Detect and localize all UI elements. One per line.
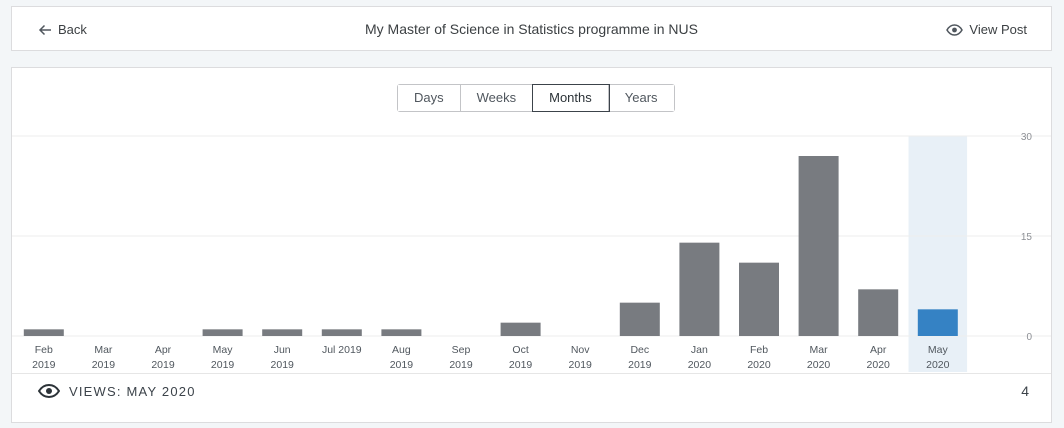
x-tick-label: Sep xyxy=(452,344,471,356)
bar xyxy=(739,262,779,336)
bar xyxy=(321,329,362,336)
stats-footer: VIEWS: MAY 2020 4 xyxy=(12,373,1051,408)
x-tick-label: May xyxy=(213,344,234,356)
x-tick-label: Jun xyxy=(274,344,291,356)
period-tabs: Days Weeks Months Years xyxy=(397,84,675,112)
tab-years[interactable]: Years xyxy=(608,85,674,111)
back-button[interactable]: Back xyxy=(38,7,87,52)
x-tick-label: 2019 xyxy=(509,359,533,371)
views-bar-chart: 0 15 30 Feb 2019 Mar 2019 Apr 2019 May 2019 Jun 2019… xyxy=(12,132,1051,372)
x-tick-label: Feb xyxy=(750,344,768,356)
x-tick-label: Oct xyxy=(512,344,528,356)
bar xyxy=(679,242,720,336)
x-tick-label: 2020 xyxy=(747,359,771,371)
x-tick-label: 2019 xyxy=(32,359,56,371)
x-tick-label: 2019 xyxy=(628,359,652,371)
x-tick-label: Jan xyxy=(691,344,708,356)
x-tick-label: 2019 xyxy=(211,359,235,371)
x-tick-label: 2020 xyxy=(807,359,831,371)
x-tick-label: 2019 xyxy=(151,359,175,371)
x-tick-label: 2020 xyxy=(688,359,712,371)
bar xyxy=(858,289,899,336)
bar xyxy=(23,329,64,336)
bar xyxy=(500,322,541,336)
tab-days[interactable]: Days xyxy=(398,85,461,111)
x-tick-label: Apr xyxy=(155,344,172,356)
eye-icon xyxy=(38,384,60,398)
x-tick-label: 2019 xyxy=(390,359,414,371)
x-tick-label: 2020 xyxy=(926,359,950,371)
x-tick-label: Mar xyxy=(94,344,113,356)
page-title: My Master of Science in Statistics progr… xyxy=(365,21,698,37)
x-tick-label: Mar xyxy=(810,344,829,356)
selected-column-highlight xyxy=(908,136,968,372)
y-tick-label: 15 xyxy=(1021,232,1033,243)
x-tick-label: 2020 xyxy=(867,359,891,371)
x-tick-label: Feb xyxy=(35,344,53,356)
x-tick-label: 2019 xyxy=(449,359,473,371)
view-post-button[interactable]: View Post xyxy=(946,7,1027,52)
x-tick-label: Dec xyxy=(630,344,649,356)
views-summary-label: VIEWS: MAY 2020 xyxy=(69,383,196,399)
x-tick-label: Apr xyxy=(870,344,887,356)
bar xyxy=(381,329,422,336)
bar xyxy=(798,156,839,336)
bar xyxy=(619,302,660,336)
view-post-label: View Post xyxy=(969,22,1027,37)
x-tick-label: 2019 xyxy=(569,359,593,371)
bar xyxy=(202,329,243,336)
y-tick-label: 30 xyxy=(1021,132,1033,143)
stats-card: 0 15 30 Feb 2019 Mar 2019 Apr 2019 May 2019 Jun 2019… xyxy=(11,67,1052,423)
views-summary: VIEWS: MAY 2020 xyxy=(38,374,196,408)
arrow-left-icon xyxy=(38,24,51,35)
y-tick-label: 0 xyxy=(1026,332,1032,343)
x-tick-label: May xyxy=(928,344,949,356)
x-tick-label: 2019 xyxy=(92,359,116,371)
bar xyxy=(917,309,958,336)
tab-weeks[interactable]: Weeks xyxy=(460,85,534,111)
eye-icon xyxy=(946,23,964,36)
x-tick-label: Nov xyxy=(571,344,590,356)
post-stats-header: Back My Master of Science in Statistics … xyxy=(11,6,1052,51)
x-tick-label: Jul 2019 xyxy=(322,344,362,356)
views-summary-value: 4 xyxy=(1021,383,1029,399)
x-tick-label: 2019 xyxy=(271,359,295,371)
tab-months[interactable]: Months xyxy=(532,84,610,112)
bar xyxy=(262,329,303,336)
x-tick-label: Aug xyxy=(392,344,411,356)
back-label: Back xyxy=(58,22,87,37)
